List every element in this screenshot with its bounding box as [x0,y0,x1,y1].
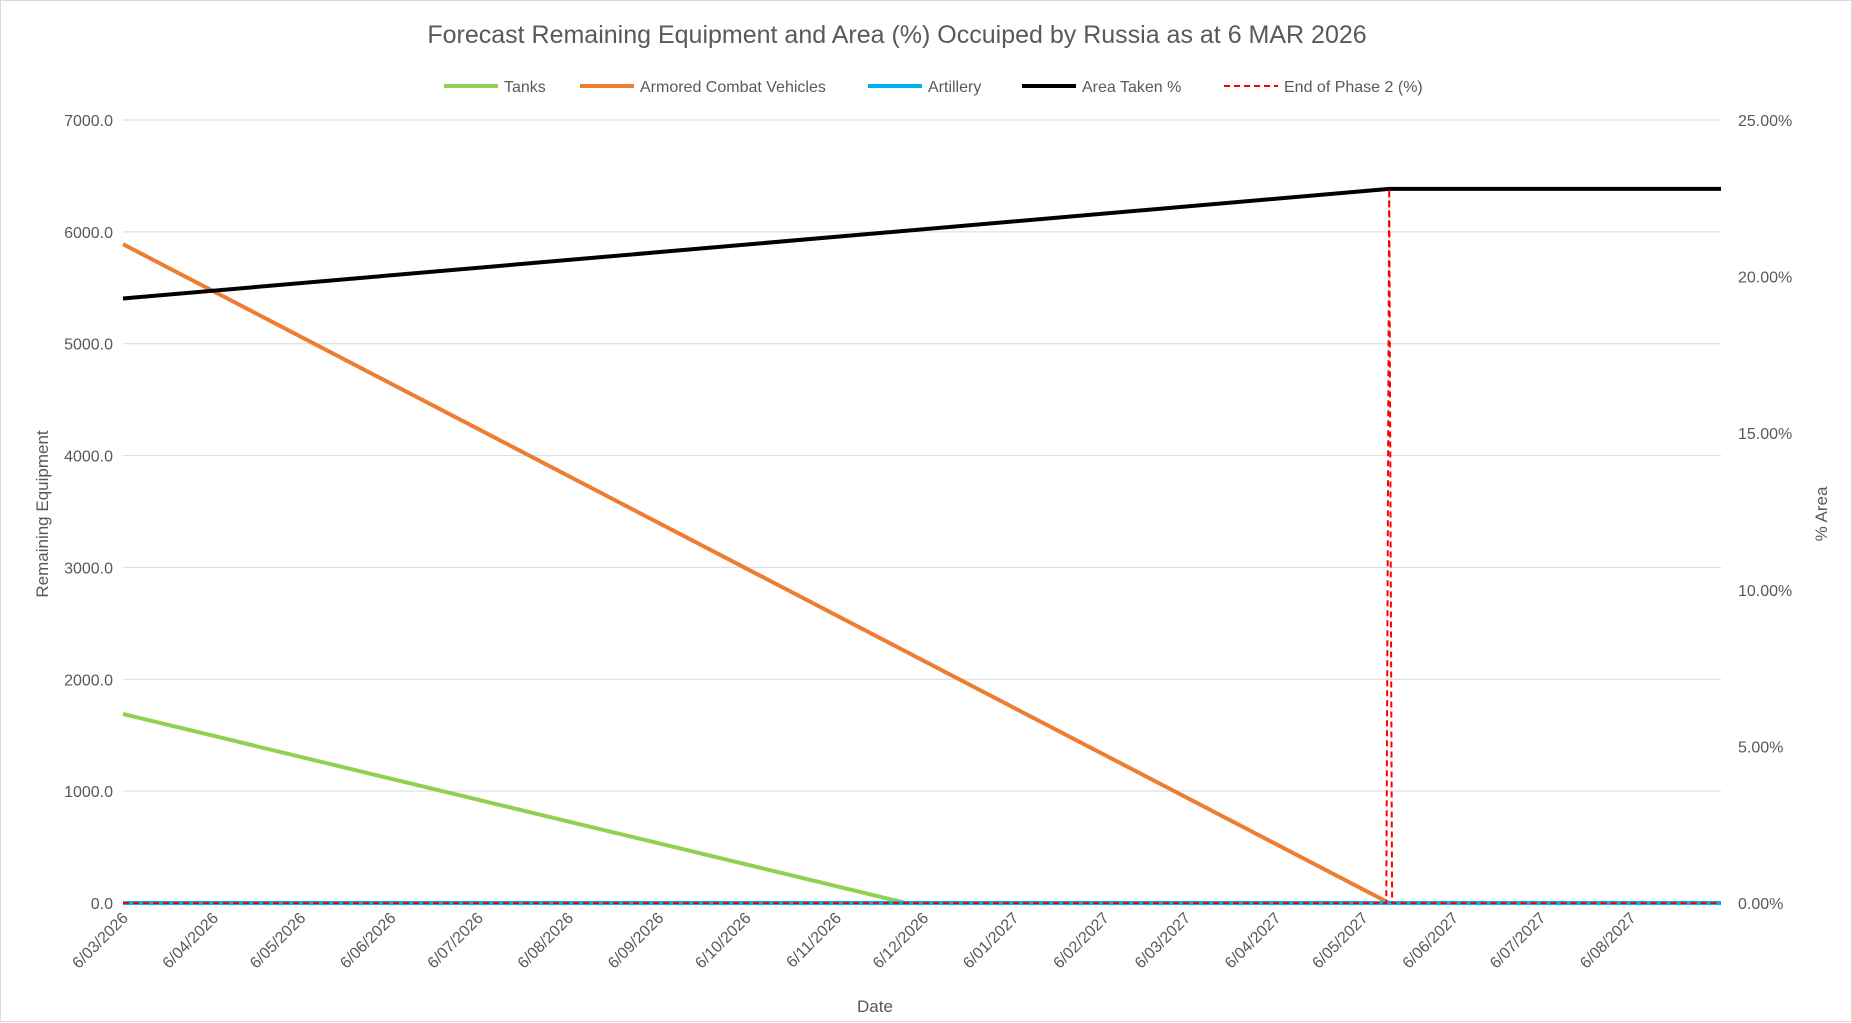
legend-label-armored-combat-vehicles: Armored Combat Vehicles [640,79,826,96]
y2-tick-label: 25.00% [1738,113,1792,130]
series-line-area-taken [122,186,1721,301]
y-tick-label: 7000.0 [64,113,113,130]
x-tick-label: 6/09/2026 [605,910,667,972]
y-tick-label: 4000.0 [64,449,113,466]
series-line-tanks [122,712,1721,905]
y-tick-label: 2000.0 [64,672,113,689]
legend-label-tanks: Tanks [504,79,546,96]
y-tick-label: 0.0 [91,896,113,913]
gridlines [123,119,1721,904]
y2-tick-label: 0.00% [1738,896,1783,913]
x-tick-label: 6/04/2026 [160,910,222,972]
x-axis-title: Date [857,997,893,1016]
y-tick-label: 1000.0 [64,784,113,801]
x-tick-label: 6/05/2026 [247,910,309,972]
y-tick-label: 3000.0 [64,560,113,577]
x-tick-label: 6/12/2026 [870,910,932,972]
x-tick-label: 6/08/2026 [515,910,577,972]
series-line-end-of-phase-2 [123,187,1721,904]
x-tick-label: 6/10/2026 [692,910,754,972]
x-tick-label: 6/03/2027 [1132,910,1194,972]
y-axis-title: Remaining Equipment [33,430,52,598]
series-line-armored-combat-vehicles [122,242,1721,905]
x-axis-ticks: 6/03/2026 6/04/2026 6/05/2026 6/06/2026 6/07… [69,910,1639,972]
x-tick-label: 6/02/2027 [1050,910,1112,972]
y2-tick-label: 20.00% [1738,270,1792,287]
x-tick-label: 6/07/2027 [1487,910,1549,972]
y-tick-label: 6000.0 [64,225,113,242]
x-tick-label: 6/06/2027 [1400,910,1462,972]
legend-label-end-of-phase-2: End of Phase 2 (%) [1284,79,1423,96]
y-tick-label: 5000.0 [64,337,113,354]
y-axis-ticks: 0.0 1000.0 2000.0 3000.0 4000.0 5000.0 6000.0 7… [64,113,113,913]
y2-axis-title: % Area [1812,486,1831,541]
series-layer [122,186,1721,905]
x-tick-label: 6/01/2027 [960,910,1022,972]
x-tick-label: 6/07/2026 [425,910,487,972]
y2-tick-label: 10.00% [1738,583,1792,600]
y2-tick-label: 5.00% [1738,739,1783,756]
x-tick-label: 6/03/2026 [69,910,131,972]
x-tick-label: 6/11/2026 [783,910,845,972]
legend-label-area-taken: Area Taken % [1082,79,1181,96]
x-tick-label: 6/06/2026 [337,910,399,972]
y2-axis-ticks: 0.00% 5.00% 10.00% 15.00% 20.00% 25.00% [1738,113,1792,913]
legend-label-artillery: Artillery [928,79,981,96]
x-tick-label: 6/04/2027 [1222,910,1284,972]
y2-tick-label: 15.00% [1738,426,1792,443]
chart-title: Forecast Remaining Equipment and Area (%… [427,21,1366,49]
x-tick-label: 6/08/2027 [1577,910,1639,972]
legend: Tanks Armored Combat Vehicles Artillery Are… [444,79,1423,96]
x-tick-label: 6/05/2027 [1309,910,1371,972]
